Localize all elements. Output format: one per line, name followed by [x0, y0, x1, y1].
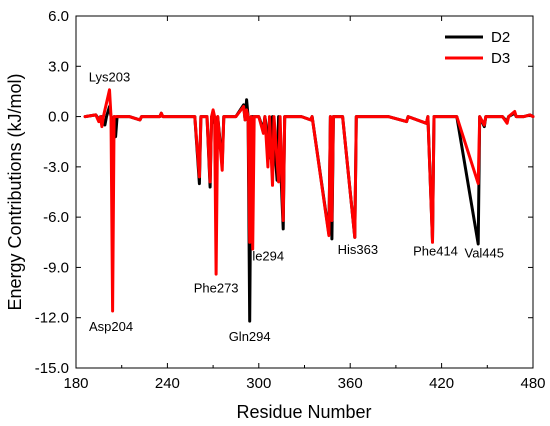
annotation-label: Lys203 [89, 69, 130, 84]
legend-label-d2: D2 [491, 29, 510, 46]
annotation-label: Val445 [464, 245, 504, 260]
x-axis: 180 240 300 360 420 480 [63, 16, 546, 392]
series-line-d2 [83, 98, 535, 323]
y-axis: 6.0 3.0 0.0 -3.0 -6.0 -9.0 -12.0 -15.0 [35, 8, 533, 377]
annotation-label: Asp204 [89, 319, 133, 334]
annotation-layer: Lys203 Asp204 Phe273 Gln294 Ile294 His363 Phe4… [89, 69, 504, 344]
x-tick-label: 360 [338, 375, 363, 392]
annotation-label: Phe273 [194, 281, 239, 296]
plot-area: 180 240 300 360 420 480 6.0 3.0 0.0 -3.0 -6.0 -9.0… [35, 8, 546, 392]
y-tick-label: 3.0 [48, 58, 69, 75]
y-tick-label: 6.0 [48, 8, 69, 25]
y-tick-label: -6.0 [43, 209, 69, 226]
x-tick-label: 480 [520, 375, 545, 392]
x-tick-label: 420 [429, 375, 454, 392]
y-tick-label: -15.0 [35, 360, 69, 377]
x-tick-label: 240 [155, 375, 180, 392]
annotation-label: Gln294 [229, 329, 271, 344]
annotation-label: His363 [338, 242, 378, 257]
y-tick-label: -9.0 [43, 259, 69, 276]
y-tick-label: 0.0 [48, 109, 69, 126]
x-tick-label: 180 [63, 375, 88, 392]
x-axis-label: Residue Number [236, 402, 371, 422]
annotation-label: Phe414 [413, 244, 458, 259]
legend-label-d3: D3 [491, 50, 510, 67]
plot-frame [75, 15, 534, 369]
y-axis-label: Energy Contributions (kJ/mol) [5, 73, 25, 310]
y-tick-label: -12.0 [35, 310, 69, 327]
series-layer [83, 88, 535, 323]
annotation-label: Ile294 [249, 249, 284, 264]
series-line-d3 [83, 88, 535, 313]
y-tick-label: -3.0 [43, 159, 69, 176]
x-tick-label: 300 [246, 375, 271, 392]
